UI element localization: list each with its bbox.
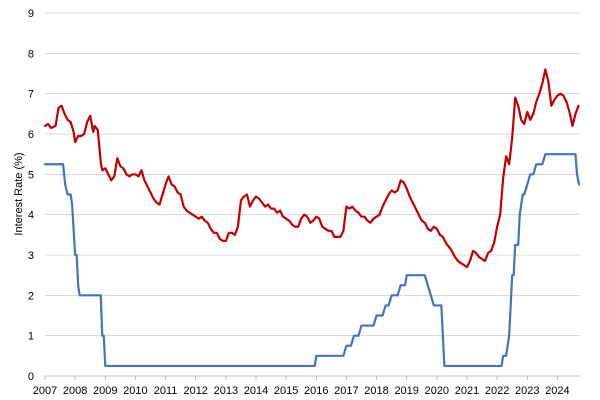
x-tick-label: 2020 [425,385,449,397]
x-tick-label: 2010 [123,385,147,397]
x-tick-label: 2011 [154,385,178,397]
y-tick-label: 0 [28,371,34,383]
series-line-2 [43,153,581,368]
x-tick-label: 2016 [304,385,328,397]
x-tick-label: 2012 [183,385,207,397]
x-tick-label: 2009 [93,385,117,397]
gridlines [45,12,580,377]
y-tick-label: 2 [28,290,34,302]
x-tick-label: 2019 [394,385,418,397]
x-tick-label: 2021 [455,385,479,397]
x-tick-label: 2014 [244,385,268,397]
x-tick-label: 2008 [63,385,87,397]
x-tick-label: 2018 [364,385,388,397]
x-tick-label: 2023 [515,385,539,397]
y-tick-label: 7 [28,89,34,101]
x-tick-label: 2024 [545,385,569,397]
y-tick-label: 3 [28,250,34,262]
y-tick-label: 6 [28,129,34,141]
y-tick-label: 4 [28,210,34,222]
x-tick-label: 2015 [274,385,298,397]
y-tick-label: 5 [28,169,34,181]
y-tick-label: 1 [28,331,34,343]
series-line-1 [43,68,580,269]
x-axis-ticks: 2007 2008 2009 2010 2011 2012 2013 2014 2015 2016… [33,376,570,397]
series-lines [43,68,581,368]
y-tick-label: 8 [28,48,34,60]
x-tick-label: 2017 [334,385,358,397]
y-axis-ticks: 0 1 2 3 4 5 6 7 8 9 [28,8,34,383]
x-tick-label: 2007 [33,385,57,397]
y-tick-label: 9 [28,8,34,20]
x-tick-label: 2013 [214,385,238,397]
y-axis-label: Interest Rate (%) [13,152,25,235]
x-tick-label: 2022 [485,385,509,397]
